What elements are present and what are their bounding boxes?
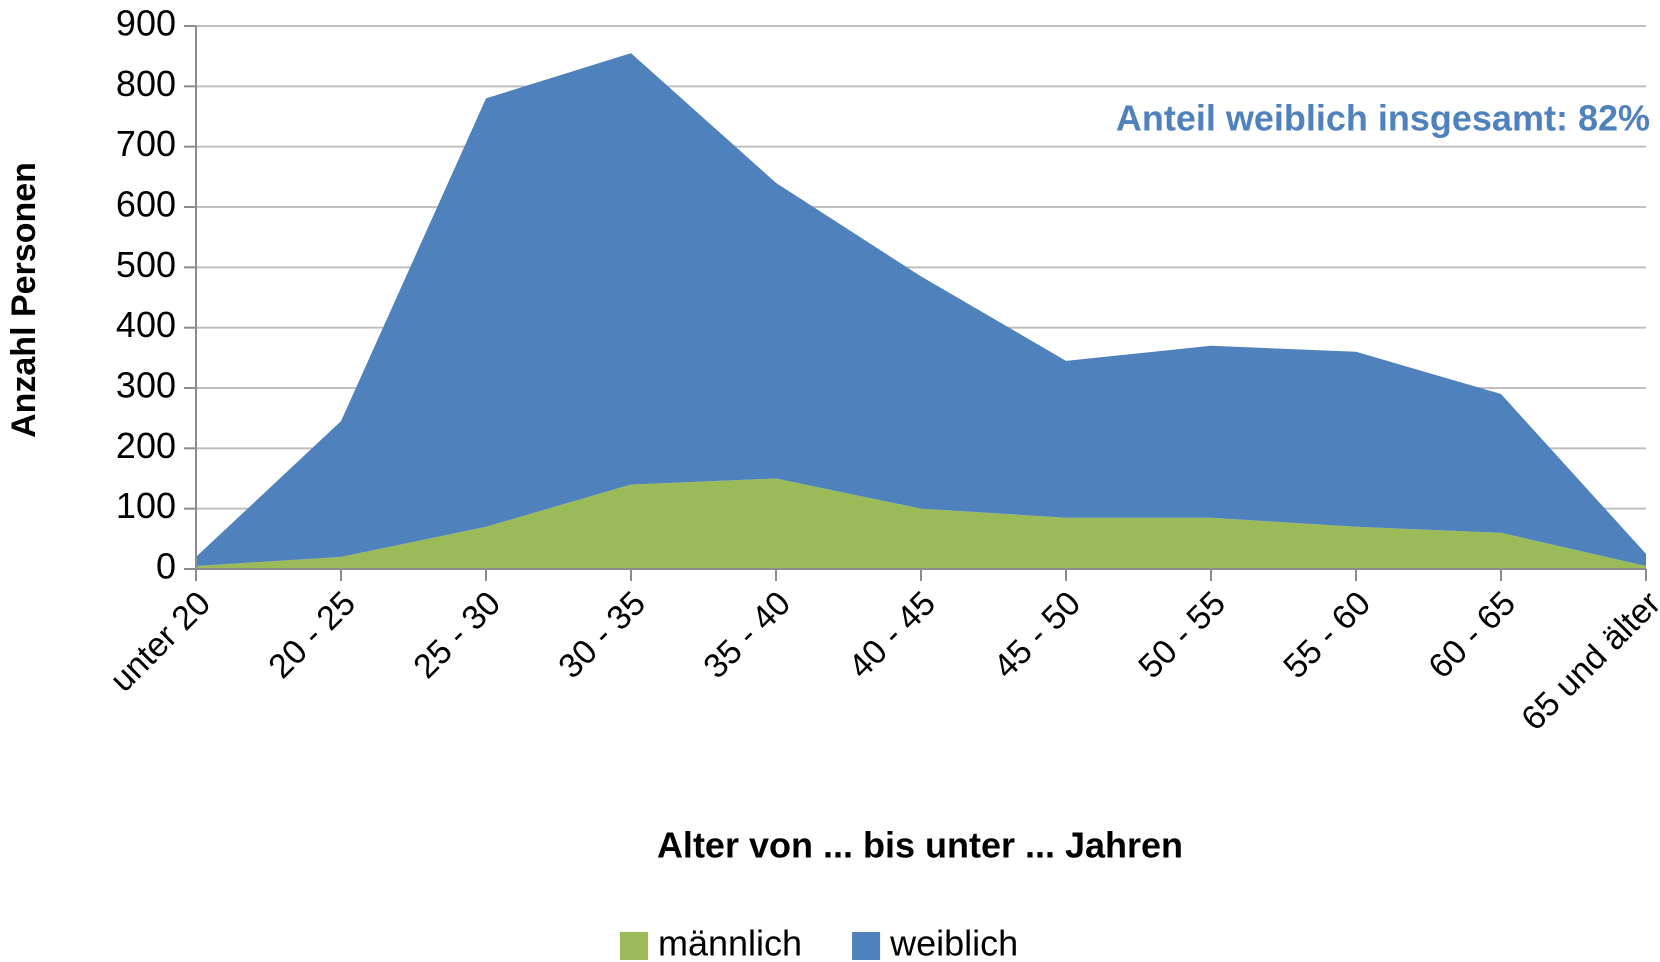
x-tick-label: 50 - 55: [1131, 584, 1233, 686]
y-tick-label: 500: [116, 244, 176, 285]
x-tick-label: 45 - 50: [986, 584, 1088, 686]
x-tick-label: 20 - 25: [261, 584, 363, 686]
legend: männlich weiblich: [620, 923, 1018, 962]
x-tick-label: 60 - 65: [1421, 584, 1523, 686]
x-tick-label: 40 - 45: [841, 584, 943, 686]
x-tick-label: 30 - 35: [551, 584, 653, 686]
y-axis-title: Anzahl Personen: [5, 162, 43, 438]
y-tick-label: 400: [116, 304, 176, 345]
y-tick-label: 0: [156, 546, 176, 587]
y-tick-label: 700: [116, 123, 176, 164]
x-tick-label: 55 - 60: [1276, 584, 1378, 686]
y-tick-label: 900: [116, 3, 176, 44]
x-tick-label: 35 - 40: [696, 584, 798, 686]
area: [196, 53, 1646, 566]
legend-label: weiblich: [889, 923, 1018, 962]
y-tick-label: 300: [116, 365, 176, 406]
y-tick-label: 800: [116, 63, 176, 104]
x-axis-title: Alter von ... bis unter ... Jahren: [657, 825, 1183, 866]
x-tick-label: unter 20: [103, 584, 218, 699]
annotation: Anteil weiblich insgesamt: 82%: [1116, 98, 1650, 139]
x-tick-label: 25 - 30: [406, 584, 508, 686]
legend-swatch: [852, 932, 881, 960]
legend-swatch: [620, 932, 648, 960]
y-tick-label: 600: [116, 184, 176, 225]
y-tick-label: 100: [116, 485, 176, 526]
x-tick-label: 65 und älter: [1514, 584, 1660, 738]
legend-label: männlich: [658, 923, 802, 962]
area: [196, 478, 1646, 569]
y-tick-label: 200: [116, 425, 176, 466]
